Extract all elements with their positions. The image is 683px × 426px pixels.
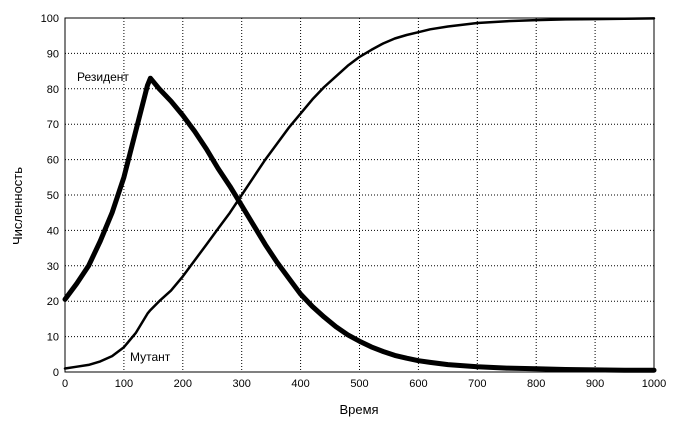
series-lines	[62, 17, 657, 373]
series-label-mutant: Мутант	[130, 350, 171, 364]
y-tick-label: 40	[47, 225, 59, 237]
y-tick-label: 30	[47, 261, 59, 273]
series-line-resident	[62, 75, 657, 373]
y-tick-label: 70	[47, 119, 59, 131]
y-tick-label: 80	[47, 84, 59, 96]
x-tick-label: 0	[62, 378, 68, 390]
x-tick-label: 1000	[642, 378, 666, 390]
x-tick-label: 900	[586, 378, 604, 390]
y-tick-label: 90	[47, 48, 59, 60]
y-tick-label: 10	[47, 332, 59, 344]
y-tick-label: 50	[47, 190, 59, 202]
y-tick-label: 100	[41, 13, 59, 25]
plot-frame	[64, 17, 655, 373]
grid-lines	[65, 18, 654, 372]
x-tick-label: 100	[115, 378, 133, 390]
series-label-resident: Резидент	[77, 70, 129, 84]
x-tick-label: 400	[291, 378, 309, 390]
x-tick-label: 300	[233, 378, 251, 390]
y-tick-label: 20	[47, 296, 59, 308]
x-tick-label: 200	[174, 378, 192, 390]
series-line-mutant	[63, 17, 656, 370]
tick-labels: 0 100 200 300 400 500 600 700 800 900 1000 0 10 20 30 4…	[41, 13, 667, 390]
y-axis-title: Численность	[10, 167, 25, 245]
x-tick-label: 600	[409, 378, 427, 390]
x-tick-label: 800	[527, 378, 545, 390]
y-tick-label: 60	[47, 155, 59, 167]
y-tick-label: 0	[53, 367, 59, 379]
x-tick-label: 500	[350, 378, 368, 390]
x-tick-label: 700	[468, 378, 486, 390]
x-axis-title: Время	[339, 402, 378, 417]
